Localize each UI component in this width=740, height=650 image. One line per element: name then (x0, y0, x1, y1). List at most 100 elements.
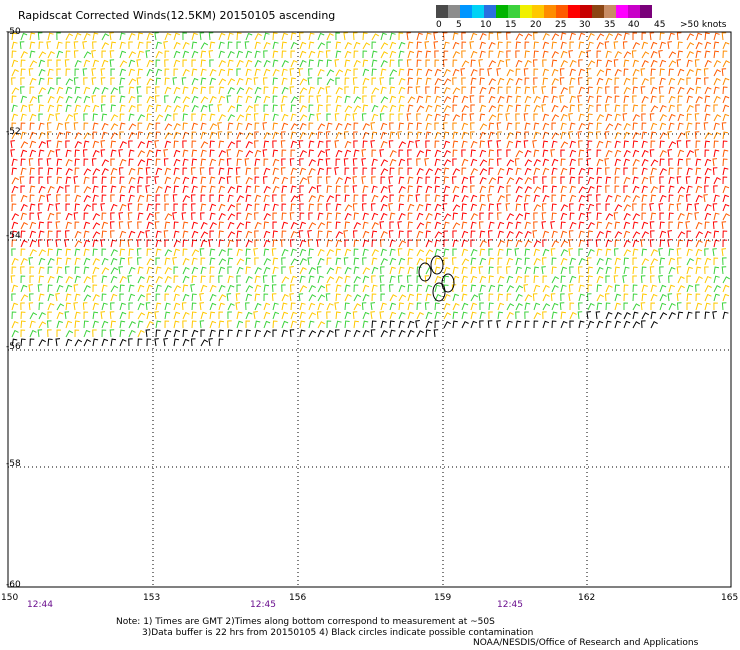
wind-barb (335, 131, 343, 140)
wind-barb (650, 140, 656, 149)
wind-barb (398, 32, 404, 41)
wind-barb (686, 104, 694, 113)
wind-barb (245, 320, 251, 328)
wind-barb (236, 114, 245, 122)
wind-barb (542, 77, 548, 86)
wind-barb (182, 185, 189, 194)
wind-barb (74, 221, 80, 230)
wind-barb (569, 77, 576, 86)
wind-barb (163, 338, 168, 347)
wind-barb (560, 41, 567, 50)
wind-barb (721, 221, 727, 230)
wind-barb (173, 239, 181, 248)
wind-barb (451, 284, 457, 293)
contamination-circle (441, 273, 455, 293)
wind-barb (65, 284, 73, 293)
wind-barb (470, 131, 475, 140)
wind-barb (272, 221, 277, 229)
wind-barb (281, 311, 289, 320)
wind-barb (407, 122, 414, 131)
wind-barb (461, 266, 468, 275)
wind-barb (587, 194, 592, 203)
wind-barb (245, 275, 253, 284)
wind-barb (560, 275, 566, 284)
wind-barb (497, 77, 505, 86)
wind-barb (182, 311, 190, 320)
wind-barb (146, 86, 151, 95)
wind-barb (614, 149, 622, 158)
wind-barb (55, 293, 60, 302)
wind-barb (38, 312, 46, 320)
wind-barb (334, 329, 340, 338)
wind-barb (415, 320, 420, 329)
wind-barb (280, 239, 286, 248)
wind-barb (353, 194, 359, 203)
wind-barb (379, 221, 385, 230)
wind-barb (658, 248, 663, 257)
wind-barb (496, 320, 501, 329)
wind-barb (479, 140, 485, 149)
wind-barb (586, 257, 592, 266)
wind-barb (290, 59, 298, 68)
wind-barb (613, 212, 619, 221)
wind-barb (416, 105, 425, 113)
wind-barb (497, 185, 505, 194)
wind-barb (55, 221, 61, 230)
wind-barb (263, 266, 271, 275)
wind-barb (443, 50, 449, 59)
wind-barb (524, 50, 530, 59)
wind-barb (605, 230, 612, 239)
wind-barb (443, 230, 449, 238)
wind-barb (56, 303, 65, 311)
wind-barb (586, 68, 592, 77)
wind-barb (434, 68, 442, 77)
wind-barb (677, 104, 682, 113)
wind-barb (496, 32, 502, 41)
wind-barb (703, 122, 709, 131)
wind-barb (686, 158, 691, 167)
wind-barb (524, 131, 530, 139)
wind-barb (83, 158, 89, 167)
wind-barb (353, 284, 359, 293)
wind-barb (722, 60, 730, 68)
wind-barb (182, 176, 190, 185)
wind-barb (83, 95, 91, 104)
wind-barb (452, 248, 457, 257)
wind-barb (362, 42, 371, 50)
wind-barb (515, 167, 522, 176)
wind-barb (136, 86, 142, 95)
wind-barb (434, 266, 441, 275)
wind-barb (11, 213, 19, 221)
wind-barb (686, 293, 692, 302)
wind-barb (667, 293, 673, 302)
wind-barb (587, 140, 593, 149)
wind-barb (577, 95, 582, 104)
wind-barb (470, 275, 478, 284)
wind-barb (541, 104, 546, 113)
wind-barb (659, 185, 665, 194)
wind-barb (650, 311, 657, 320)
map-title: Rapidscat Corrected Winds(12.5KM) 201501… (18, 9, 336, 22)
wind-barb (397, 248, 403, 257)
wind-barb (317, 123, 326, 131)
wind-barb (722, 311, 729, 320)
wind-barb (704, 59, 712, 68)
wind-barb (335, 41, 341, 50)
wind-barb (236, 68, 241, 77)
wind-barb (416, 41, 422, 50)
wind-barb (407, 212, 413, 221)
wind-barb (470, 122, 475, 131)
wind-barb (101, 329, 107, 338)
wind-barb (632, 42, 640, 50)
wind-barb (65, 212, 73, 221)
wind-barb (254, 167, 259, 176)
wind-barb (83, 59, 91, 68)
wind-barb (173, 59, 181, 68)
wind-barb (308, 159, 316, 167)
wind-barb (353, 320, 359, 329)
wind-barb (101, 131, 108, 140)
wind-barb (272, 257, 279, 266)
wind-barb (586, 158, 592, 167)
wind-barb (506, 303, 515, 311)
wind-barb (659, 312, 668, 320)
